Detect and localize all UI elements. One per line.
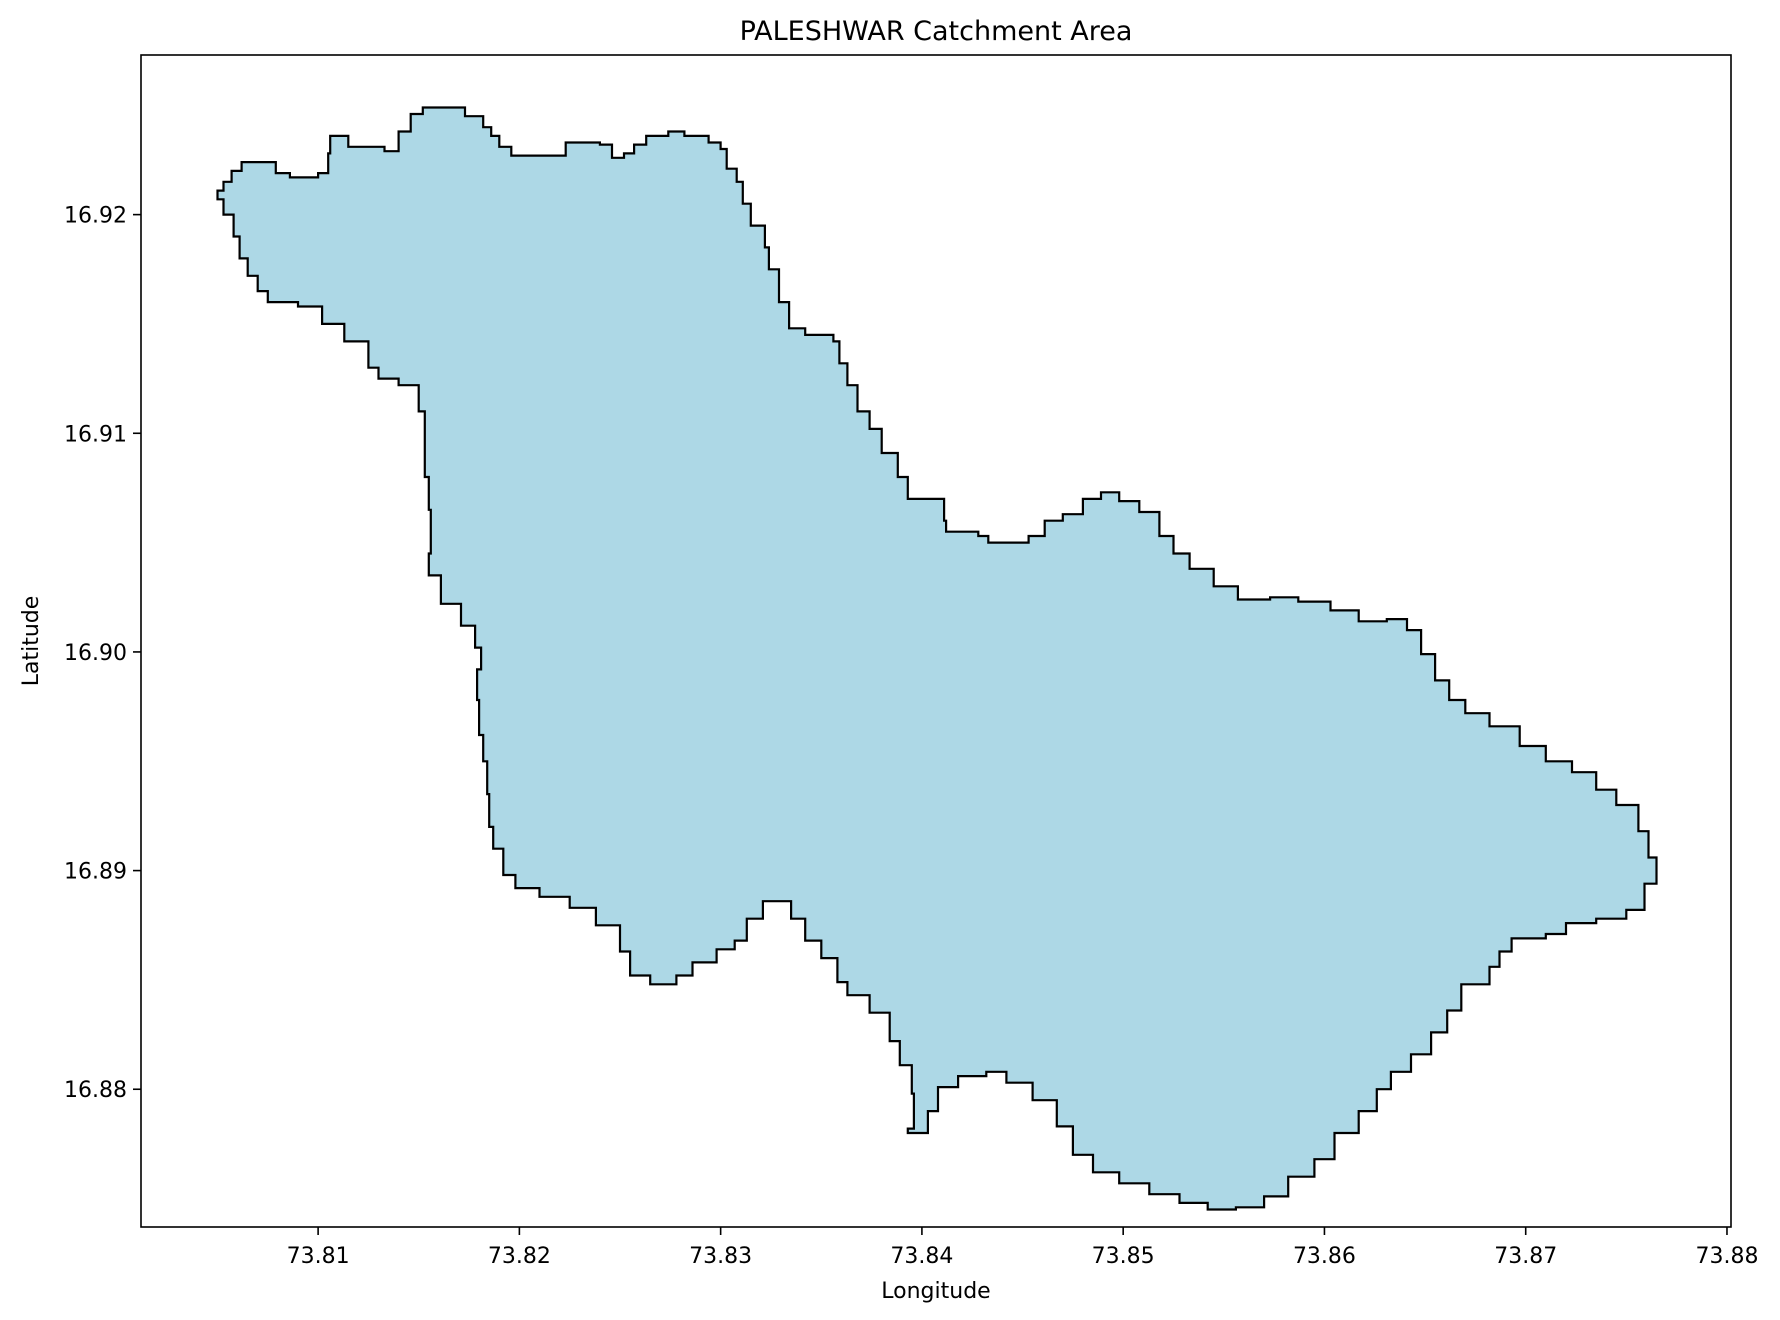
y-axis-label: Latitude <box>19 596 44 687</box>
y-tick-label: 16.92 <box>64 204 127 229</box>
x-tick-label: 73.83 <box>689 1244 752 1269</box>
y-tick-label: 16.88 <box>64 1078 127 1103</box>
x-tick-label: 73.82 <box>488 1244 551 1269</box>
y-axis-ticks: 16.88 16.89 16.90 16.91 16.92 <box>64 204 141 1103</box>
x-tick-label: 73.85 <box>1092 1244 1155 1269</box>
x-tick-label: 73.86 <box>1293 1244 1356 1269</box>
x-axis-ticks: 73.81 73.82 73.83 73.84 73.85 73.86 73.87 73.88 <box>287 1227 1758 1269</box>
x-tick-label: 73.84 <box>890 1244 953 1269</box>
plot-area <box>140 54 1732 1228</box>
x-tick-label: 73.87 <box>1494 1244 1557 1269</box>
x-axis-label: Longitude <box>881 1279 990 1304</box>
catchment-polygon <box>216 106 1658 1211</box>
x-tick-label: 73.81 <box>287 1244 350 1269</box>
y-tick-label: 16.90 <box>64 641 127 666</box>
y-tick-label: 16.89 <box>64 860 127 885</box>
axes-frame <box>140 54 1732 1228</box>
chart-title: PALESHWAR Catchment Area <box>740 16 1133 47</box>
y-tick-label: 16.91 <box>64 422 127 447</box>
x-tick-label: 73.88 <box>1695 1244 1758 1269</box>
